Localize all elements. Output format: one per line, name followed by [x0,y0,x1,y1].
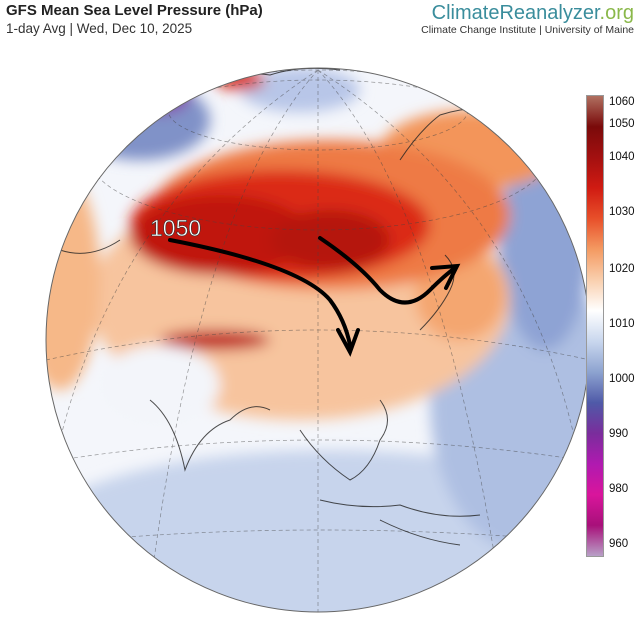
colorbar-tick-label: 1020 [609,263,635,275]
brand-tagline: Climate Change Institute | University of… [421,24,634,36]
colorbar-tick-label: 980 [609,483,629,495]
colorbar-tick-label: 1040 [609,151,635,163]
map-subtitle: 1-day Avg | Wed, Dec 10, 2025 [6,21,193,36]
flow-arrow-southwest-arrowhead [336,328,360,357]
flow-arrow-south [168,238,352,347]
colorbar-tick-label: 960 [609,538,629,550]
flow-arrow-east [318,236,457,305]
colorbar-tick-label: 990 [609,428,629,440]
colorbar-tick-label: 1010 [609,318,635,330]
flow-arrow-east-arrowhead [430,263,461,290]
brand-domain: .org [599,2,634,24]
map-title: GFS Mean Sea Level Pressure (hPa) [6,2,263,19]
brand-logo: ClimateReanalyzer.org Climate Change Ins… [421,2,634,36]
colorbar-tick-label: 1000 [609,373,635,385]
pressure-colorbar [586,95,604,557]
colorbar-tick-label: 1060 [609,96,635,108]
brand-name: ClimateReanalyzer [431,2,600,24]
high-pressure-label: 1050 [150,215,201,241]
colorbar-tick-label: 1030 [609,206,635,218]
colorbar-tick-label: 1050 [609,118,635,130]
